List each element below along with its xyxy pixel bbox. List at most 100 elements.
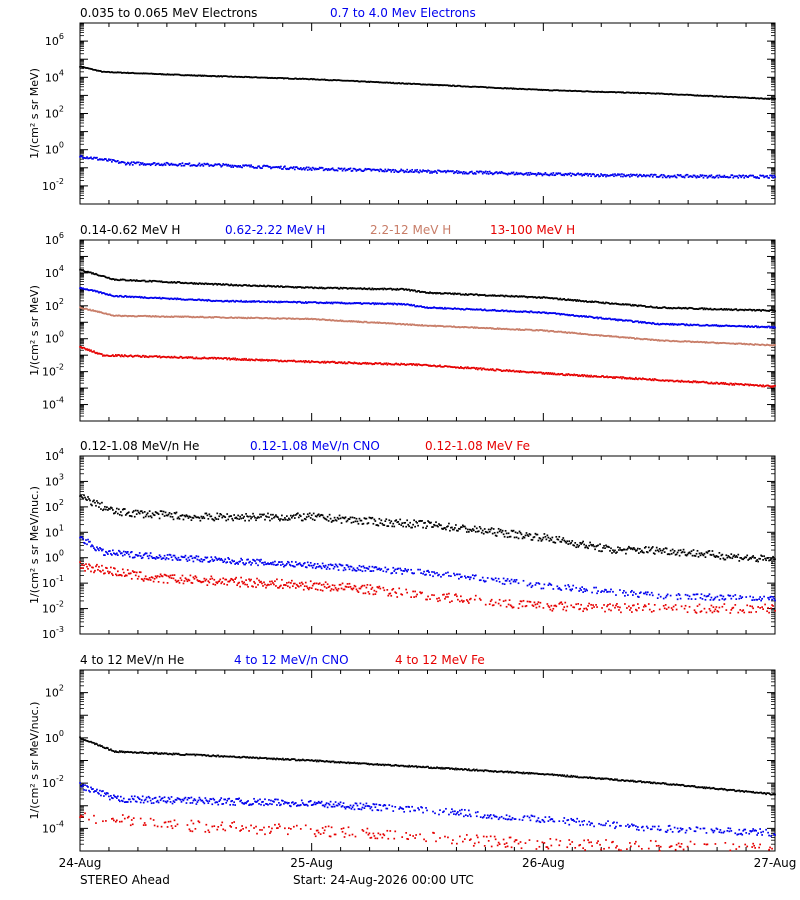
- data-point: [733, 308, 736, 311]
- data-point: [454, 171, 456, 173]
- data-point: [84, 308, 86, 310]
- data-point: [460, 326, 462, 329]
- data-point: [237, 284, 239, 287]
- data-point: [598, 316, 600, 319]
- data-point: [261, 285, 263, 287]
- data-point: [723, 308, 726, 310]
- data-point: [537, 311, 540, 313]
- data-point: [308, 318, 311, 320]
- data-point: [529, 371, 532, 373]
- data-point: [242, 284, 244, 287]
- data-point: [517, 88, 520, 90]
- data-point: [212, 316, 215, 319]
- data-point: [360, 287, 363, 290]
- data-point: [144, 164, 147, 166]
- data-point: [685, 340, 688, 343]
- legend-entry: 0.035 to 0.065 MeV Electrons: [80, 6, 257, 20]
- data-point: [587, 316, 589, 318]
- data-point: [107, 293, 109, 296]
- data-point: [188, 74, 191, 77]
- data-point: [471, 85, 474, 88]
- data-point: [691, 340, 694, 343]
- data-point: [307, 360, 310, 362]
- data-point: [275, 166, 277, 168]
- data-point: [170, 355, 173, 358]
- data-point: [693, 308, 696, 310]
- data-point: [217, 282, 220, 285]
- data-point: [504, 294, 507, 297]
- data-point: [246, 301, 248, 303]
- data-point: [481, 294, 484, 296]
- data-point: [392, 288, 395, 290]
- data-point: [158, 73, 161, 75]
- data-point: [665, 322, 668, 325]
- data-point: [650, 338, 653, 341]
- data-point: [628, 377, 630, 380]
- data-point: [525, 88, 528, 91]
- data-point: [335, 169, 338, 171]
- data-point: [185, 298, 188, 301]
- data-point: [702, 380, 705, 383]
- data-point: [398, 82, 401, 84]
- data-point: [193, 282, 196, 284]
- data-point: [675, 307, 678, 310]
- data-point: [79, 268, 81, 271]
- data-point: [654, 174, 657, 176]
- data-point: [378, 362, 381, 364]
- data-point: [554, 373, 557, 376]
- data-point: [723, 325, 726, 327]
- data-point: [189, 356, 192, 358]
- data-point: [668, 379, 671, 382]
- data-point: [86, 499, 88, 501]
- data-point: [412, 289, 414, 292]
- data-point: [177, 357, 180, 359]
- data-point: [328, 318, 331, 321]
- y-tick-label: 106: [45, 231, 64, 247]
- data-point: [577, 300, 580, 302]
- data-point: [116, 159, 119, 162]
- data-point: [277, 77, 279, 79]
- data-point: [676, 379, 679, 382]
- data-point: [147, 72, 150, 75]
- data-point: [308, 361, 311, 364]
- data-point: [441, 170, 443, 173]
- data-point: [118, 161, 121, 164]
- data-point: [518, 87, 521, 90]
- data-point: [761, 343, 763, 346]
- data-point: [621, 173, 623, 175]
- data-point: [445, 325, 447, 328]
- data-point: [230, 75, 233, 78]
- data-point: [513, 295, 516, 298]
- data-point: [494, 328, 497, 330]
- data-point: [720, 95, 723, 98]
- data-point: [659, 339, 662, 342]
- data-point: [434, 291, 436, 294]
- data-point: [662, 92, 665, 95]
- data-point: [513, 328, 516, 331]
- data-point: [615, 335, 617, 338]
- data-point: [641, 321, 644, 323]
- data-point: [275, 300, 277, 303]
- data-point: [366, 362, 369, 364]
- data-point: [140, 315, 143, 317]
- data-point: [267, 165, 269, 168]
- data-point: [617, 91, 619, 94]
- data-point: [161, 315, 164, 318]
- data-point: [475, 367, 478, 369]
- data-point: [271, 359, 273, 361]
- data-point: [591, 173, 593, 176]
- data-point: [288, 301, 291, 303]
- data-point: [387, 302, 390, 305]
- data-point: [588, 374, 590, 377]
- data-point: [97, 274, 99, 277]
- data-point: [107, 159, 109, 162]
- data-point: [661, 322, 664, 325]
- data-point: [100, 311, 102, 313]
- data-point: [580, 374, 583, 377]
- data-point: [151, 73, 154, 75]
- data-point: [411, 304, 413, 307]
- data-point: [173, 315, 176, 318]
- data-point: [542, 173, 545, 176]
- data-point: [114, 295, 117, 297]
- data-point: [757, 325, 759, 328]
